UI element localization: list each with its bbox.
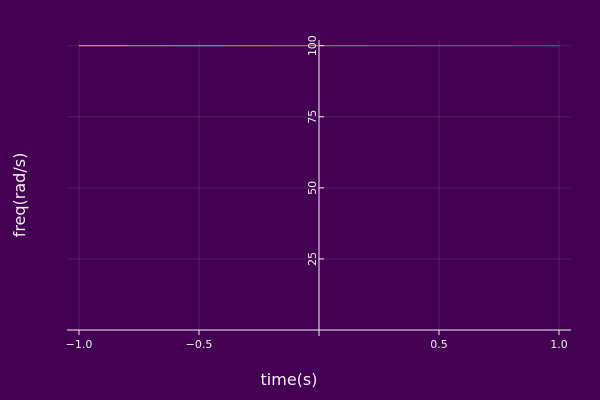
x-tick-label: −0.5 (186, 338, 213, 351)
y-tick-label: 50 (306, 181, 319, 195)
tick-labels: −1.0 −0.5 0.5 1.0 25 50 75 100 (66, 35, 568, 351)
x-axis-label: time(s) (261, 370, 318, 389)
x-tick-label: 1.0 (550, 338, 568, 351)
x-tick-label: 0.5 (430, 338, 448, 351)
y-tick-label: 100 (306, 35, 319, 56)
y-tick-label: 75 (306, 110, 319, 124)
y-tick-label: 25 (306, 252, 319, 266)
y-axis-label: freq(rad/s) (10, 153, 29, 238)
x-tick-label: −1.0 (66, 338, 93, 351)
